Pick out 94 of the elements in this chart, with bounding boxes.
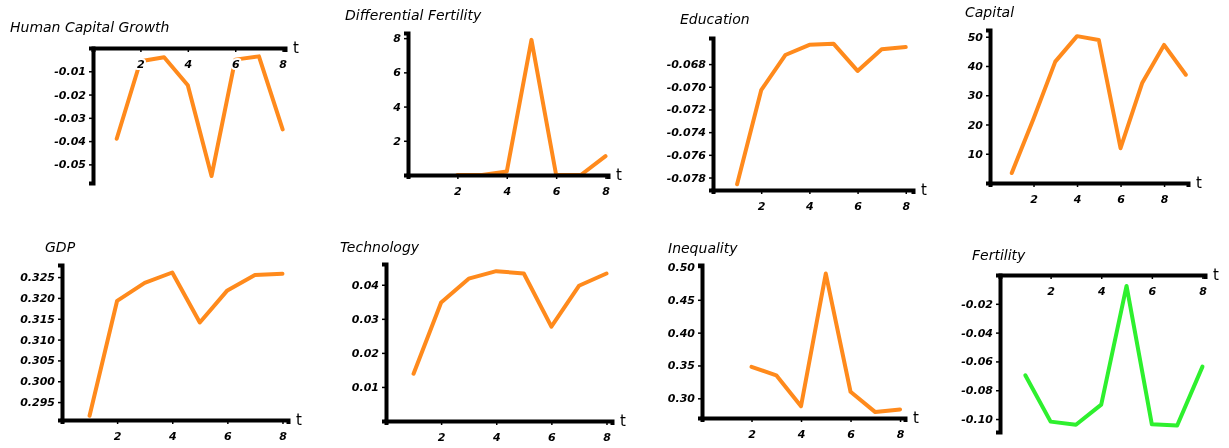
chart-title: Capital [965, 4, 1015, 20]
x-tick-label: 8 [1199, 285, 1208, 299]
chart-title: Inequality [668, 240, 739, 256]
y-tick-label: -0.02 [961, 297, 994, 311]
x-tick-label: 8 [902, 200, 911, 214]
x-tick-label: 8 [279, 58, 288, 72]
x-tick-label: 2 [757, 200, 766, 214]
y-tick-label: 8 [393, 32, 402, 46]
y-tick-label: -0.10 [961, 413, 994, 427]
y-tick-label: 0.45 [667, 293, 696, 307]
line-series [411, 269, 609, 376]
line-series [749, 271, 903, 415]
x-tick-label: 2 [454, 185, 463, 199]
x-tick-label: 4 [491, 431, 501, 445]
y-tick-label: 0.325 [20, 271, 56, 285]
x-tick-label: 6 [854, 200, 863, 214]
x-tick-label: 4 [796, 428, 806, 442]
x-tick-label: 6 [552, 185, 561, 199]
x-tick-label: 8 [279, 430, 288, 444]
x-axis-title: t [616, 166, 622, 184]
y-tick-label: -0.068 [666, 58, 707, 72]
x-tick-label: 4 [183, 58, 193, 72]
x-tick-label: 8 [602, 185, 611, 199]
y-tick-label: 0.315 [20, 312, 56, 326]
y-tick-label: -0.04 [54, 135, 86, 149]
y-tick-label: -0.01 [54, 65, 86, 79]
x-tick-label: 8 [896, 428, 905, 442]
y-tick-label: -0.070 [666, 80, 707, 94]
y-tick-label: 0.01 [351, 380, 379, 394]
y-tick-label: -0.076 [666, 148, 707, 162]
y-tick-label: -0.072 [666, 103, 707, 117]
y-tick-label: -0.03 [54, 111, 87, 125]
x-tick-label: 2 [748, 428, 757, 442]
x-axis-title: t [913, 409, 919, 427]
y-tick-label: 0.310 [20, 333, 56, 347]
y-tick-label: 0.02 [351, 346, 380, 360]
x-tick-label: 8 [603, 431, 612, 445]
x-tick-label: 6 [1148, 285, 1157, 299]
chart-title: Fertility [972, 247, 1027, 263]
chart-title: GDP [45, 239, 76, 255]
y-tick-label: -0.04 [961, 326, 993, 340]
y-tick-label: -0.078 [666, 171, 707, 185]
line-series [1023, 283, 1205, 428]
x-tick-label: 6 [548, 431, 557, 445]
y-tick-label: 40 [966, 60, 984, 73]
y-tick-label: 30 [967, 89, 984, 103]
y-tick-label: 2 [393, 134, 402, 148]
y-tick-label: 0.35 [667, 359, 696, 373]
x-tick-label: 4 [1096, 285, 1106, 299]
y-tick-label: 20 [967, 118, 984, 132]
x-tick-label: 2 [1047, 285, 1056, 299]
y-tick-label: 0.40 [667, 326, 696, 340]
x-axis-title: t [1196, 174, 1202, 192]
y-tick-label: -0.06 [961, 355, 994, 369]
x-tick-label: 2 [437, 431, 446, 445]
y-tick-label: -0.02 [54, 88, 87, 102]
y-tick-label: 0.50 [667, 260, 696, 274]
x-tick-label: 6 [1117, 193, 1126, 207]
chart-title: Human Capital Growth [10, 19, 170, 35]
y-tick-label: 10 [967, 147, 984, 161]
line-series [114, 54, 285, 179]
x-axis-title: t [293, 39, 299, 57]
y-tick-label: 4 [392, 100, 401, 114]
x-axis-title: t [296, 411, 302, 429]
y-tick-label: 0.03 [351, 312, 380, 326]
x-tick-label: 2 [113, 430, 122, 444]
y-tick-label: -0.08 [961, 384, 994, 398]
line-series [87, 270, 285, 418]
y-tick-label: 0.295 [20, 396, 56, 410]
line-series [735, 41, 908, 187]
x-tick-label: 2 [1030, 193, 1039, 207]
chart-title: Differential Fertility [345, 7, 482, 23]
x-axis-title: t [620, 412, 626, 430]
y-tick-label: 0.300 [20, 375, 56, 389]
y-tick-label: 0.305 [20, 354, 56, 368]
x-tick-label: 4 [167, 430, 177, 444]
x-tick-label: 4 [502, 185, 512, 199]
y-tick-label: 50 [967, 30, 984, 44]
line-series [455, 37, 608, 177]
x-tick-label: 4 [805, 200, 814, 214]
chart-title: Education [680, 11, 750, 27]
chart-title: Technology [340, 239, 420, 255]
y-tick-label: -0.074 [666, 126, 706, 140]
x-axis-title: t [1213, 266, 1219, 284]
x-tick-label: 6 [224, 430, 233, 444]
x-tick-label: 6 [847, 428, 856, 442]
x-axis-title: t [921, 181, 927, 199]
y-tick-label: 0.04 [351, 278, 379, 292]
x-tick-label: 4 [1072, 193, 1082, 207]
y-tick-label: -0.05 [54, 158, 87, 172]
y-tick-label: 0.30 [667, 392, 696, 406]
y-tick-label: 0.320 [20, 291, 56, 305]
line-series [1009, 34, 1188, 176]
x-tick-label: 8 [1160, 193, 1169, 207]
